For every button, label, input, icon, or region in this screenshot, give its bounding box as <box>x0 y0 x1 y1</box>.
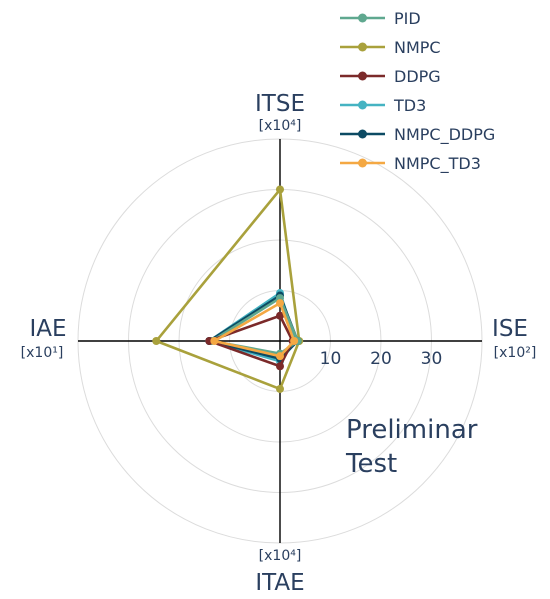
radial-tick-label: 30 <box>421 349 443 369</box>
legend-swatch-marker <box>358 129 367 139</box>
data-point <box>152 337 161 345</box>
data-point <box>276 299 284 308</box>
data-point <box>276 384 284 393</box>
legend-label: DDPG <box>394 67 441 86</box>
legend-swatch-marker <box>358 13 367 23</box>
annotation-line-1: Preliminar <box>346 415 478 445</box>
data-point <box>276 311 284 320</box>
legend-swatch-marker <box>358 158 367 168</box>
series-nmpc <box>152 185 304 393</box>
data-point <box>276 362 284 371</box>
legend-item-td3[interactable]: TD3 <box>340 96 426 115</box>
legend-item-nmpc-td3[interactable]: NMPC_TD3 <box>340 154 481 174</box>
radar-labels: 10 20 30ISE[x10²]ITSE[x10⁴]IAE[x10¹]ITAE[x… <box>21 91 537 596</box>
axis-title-ise: ISE <box>492 316 528 342</box>
data-point <box>276 352 284 361</box>
legend-label: NMPC_DDPG <box>394 125 495 145</box>
data-point <box>210 337 219 345</box>
radar-series <box>152 185 304 393</box>
legend[interactable]: PID NMPC DDPG TD3 NMPC_DDPG NMPC_TD3 <box>340 9 495 174</box>
legend-item-nmpc[interactable]: NMPC <box>340 38 441 57</box>
axis-unit-itae: [x10⁴] <box>259 548 302 564</box>
legend-label: TD3 <box>393 96 426 115</box>
axis-title-iae: IAE <box>29 316 66 342</box>
legend-item-ddpg[interactable]: DDPG <box>340 67 441 86</box>
data-point <box>290 337 299 345</box>
axis-title-itae: ITAE <box>255 570 304 596</box>
radar-axes <box>78 139 482 543</box>
legend-label: NMPC <box>394 38 441 57</box>
legend-swatch-marker <box>358 42 367 52</box>
axis-title-itse: ITSE <box>255 91 305 117</box>
axis-unit-itse: [x10⁴] <box>259 118 302 134</box>
data-point <box>276 185 284 194</box>
legend-item-nmpc-ddpg[interactable]: NMPC_DDPG <box>340 125 495 145</box>
legend-swatch-marker <box>358 100 367 110</box>
series-nmpc-td3 <box>210 299 299 361</box>
legend-label: PID <box>394 9 421 28</box>
legend-item-pid[interactable]: PID <box>340 9 421 28</box>
radial-tick-label: 20 <box>370 349 392 369</box>
axis-unit-iae: [x10¹] <box>21 345 64 361</box>
legend-swatch-marker <box>358 71 367 81</box>
axis-unit-ise: [x10²] <box>494 345 537 361</box>
annotation-line-2: Test <box>345 449 397 479</box>
legend-label: NMPC_TD3 <box>394 154 481 174</box>
radial-tick-label: 10 <box>320 349 342 369</box>
